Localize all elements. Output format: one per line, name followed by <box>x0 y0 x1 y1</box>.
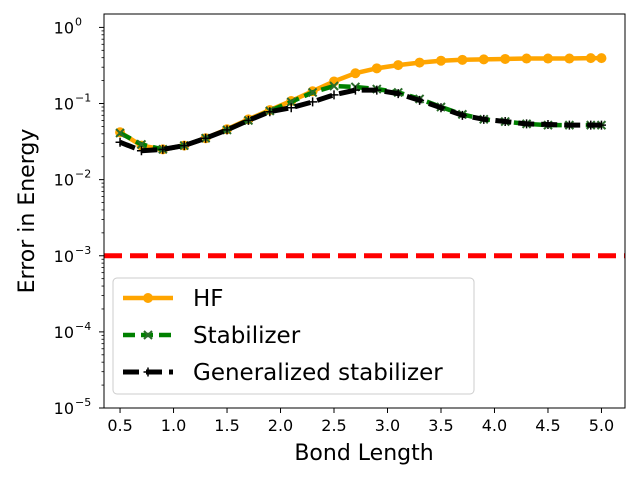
data-point-generalized-stabilizer <box>115 137 125 147</box>
legend-box <box>112 277 475 395</box>
x-tick-label: 4.5 <box>535 416 560 435</box>
y-tick-exponent: −1 <box>75 92 91 105</box>
x-tick-label: 1.5 <box>214 416 239 435</box>
data-point-generalized-stabilizer <box>393 89 403 99</box>
plot-frame <box>103 13 626 409</box>
data-point-generalized-stabilizer <box>586 120 596 130</box>
y-tick-exponent: −2 <box>75 168 91 181</box>
data-point-hf <box>521 53 532 64</box>
data-point-generalized-stabilizer <box>265 107 275 117</box>
data-point-stabilizer <box>286 97 296 107</box>
data-point-generalized-stabilizer <box>222 125 232 135</box>
data-point-generalized-stabilizer <box>329 90 339 100</box>
data-point-generalized-stabilizer <box>479 114 489 124</box>
data-point-generalized-stabilizer <box>415 95 425 105</box>
data-point-generalized-stabilizer <box>179 141 189 151</box>
x-tick-label: 0.5 <box>107 416 132 435</box>
data-point-hf <box>435 55 446 66</box>
data-point-hf <box>478 54 489 65</box>
legend-marker-hf <box>143 293 153 303</box>
data-point-generalized-stabilizer <box>500 117 510 127</box>
data-point-generalized-stabilizer <box>522 119 532 129</box>
legend-label-generalized-stabilizer: Generalized stabilizer <box>193 360 443 386</box>
legend-marker-stabilizer <box>143 330 153 340</box>
x-tick-label: 5.0 <box>589 416 614 435</box>
series-generalized-stabilizer <box>115 85 606 156</box>
y-tick-label: 10 <box>54 323 74 342</box>
y-tick-label: 10 <box>54 247 74 266</box>
y-tick-exponent: 0 <box>75 15 82 28</box>
data-point-generalized-stabilizer <box>201 133 211 143</box>
data-point-hf <box>350 68 361 79</box>
data-point-stabilizer <box>329 81 339 91</box>
y-tick-exponent: −5 <box>75 396 91 409</box>
y-axis-title: Error in Energy <box>15 129 40 294</box>
data-point-generalized-stabilizer <box>543 120 553 130</box>
y-tick-label: 10 <box>54 18 74 37</box>
legend-label-hf: HF <box>193 286 224 312</box>
data-point-generalized-stabilizer <box>286 103 296 113</box>
data-point-generalized-stabilizer <box>158 144 168 154</box>
y-tick-exponent: −4 <box>75 320 91 333</box>
data-point-hf <box>500 53 511 64</box>
data-point-hf <box>596 53 607 64</box>
x-axis-title: Bond Length <box>294 441 433 466</box>
x-tick-label: 4.0 <box>482 416 507 435</box>
y-tick-label: 10 <box>54 399 74 418</box>
legend-marker-generalized-stabilizer <box>143 367 153 377</box>
data-point-stabilizer <box>307 87 318 98</box>
plot-content <box>104 53 625 259</box>
data-point-stabilizer <box>115 128 125 138</box>
data-point-hf <box>457 54 468 65</box>
data-point-generalized-stabilizer <box>350 85 360 95</box>
plot-area <box>104 53 625 259</box>
data-point-hf <box>414 57 425 68</box>
y-tick-exponent: −3 <box>75 244 91 257</box>
x-tick-label: 3.0 <box>375 416 400 435</box>
data-point-generalized-stabilizer <box>136 146 146 156</box>
data-point-hf <box>542 53 553 64</box>
x-tick-label: 1.0 <box>161 416 186 435</box>
axes: 0.5 1.0 1.5 2.0 2.5 3.0 3.5 4.0 4.5 5.010−510−410… <box>54 13 626 435</box>
data-point-hf <box>393 60 404 71</box>
data-point-generalized-stabilizer <box>372 85 382 95</box>
data-point-generalized-stabilizer <box>308 97 318 107</box>
data-point-generalized-stabilizer <box>596 120 606 130</box>
data-point-hf <box>371 63 382 74</box>
y-tick-label: 10 <box>54 95 74 114</box>
x-tick-label: 2.0 <box>268 416 293 435</box>
x-tick-label: 2.5 <box>321 416 346 435</box>
y-tick-label: 10 <box>54 171 74 190</box>
legend: HF Stabilizer Generalized stabilizer <box>112 277 475 395</box>
data-point-hf <box>585 53 596 64</box>
data-point-generalized-stabilizer <box>564 120 574 130</box>
data-point-stabilizer <box>136 139 147 150</box>
data-point-generalized-stabilizer <box>243 115 253 125</box>
x-tick-label: 3.5 <box>428 416 453 435</box>
data-point-generalized-stabilizer <box>457 110 467 120</box>
data-point-generalized-stabilizer <box>436 103 446 113</box>
legend-label-stabilizer: Stabilizer <box>193 323 301 349</box>
data-point-hf <box>564 53 575 64</box>
